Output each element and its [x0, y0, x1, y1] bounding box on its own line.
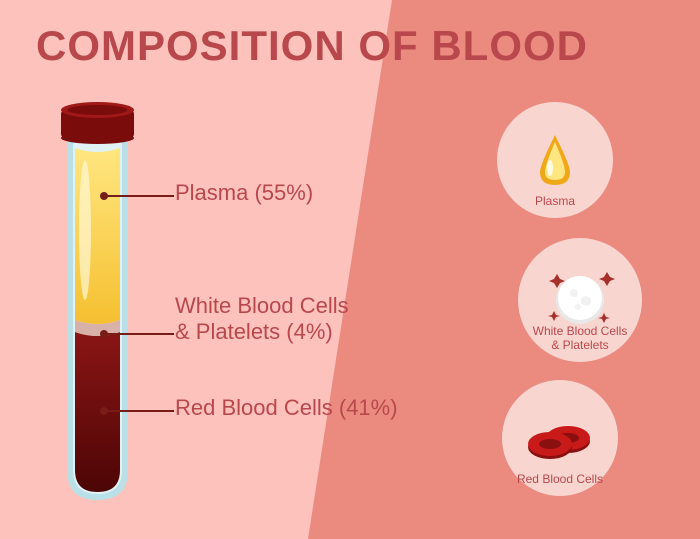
leader-line-plasma: [104, 195, 174, 197]
legend-circle-plasma: Plasma: [497, 102, 613, 218]
legend-label-rbc: Red Blood Cells: [502, 472, 618, 486]
legend-label-plasma: Plasma: [497, 194, 613, 208]
layer-label-wbc: White Blood Cells& Platelets (4%): [175, 293, 349, 346]
layer-label-rbc: Red Blood Cells (41%): [175, 395, 398, 421]
rbc-icon: [520, 411, 600, 466]
plasma-droplet-icon: [530, 130, 580, 190]
legend-circle-rbc: Red Blood Cells: [502, 380, 618, 496]
test-tube: [55, 100, 140, 510]
layer-label-plasma: Plasma (55%): [175, 180, 313, 206]
legend-circle-wbc: White Blood Cells& Platelets: [518, 238, 642, 362]
leader-line-wbc: [104, 333, 174, 335]
legend-label-wbc: White Blood Cells& Platelets: [518, 324, 642, 352]
leader-line-rbc: [104, 410, 174, 412]
page-title: COMPOSITION OF BLOOD: [36, 22, 588, 70]
